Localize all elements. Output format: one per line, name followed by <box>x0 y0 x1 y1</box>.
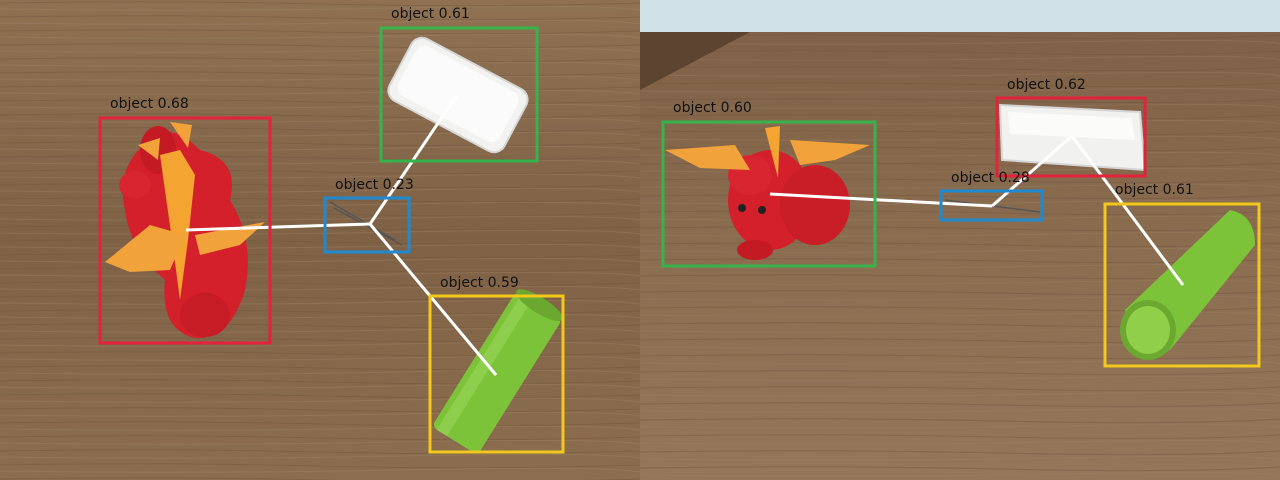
detection-label: object 0.28 <box>951 170 1030 186</box>
detection-label: object 0.60 <box>673 100 752 116</box>
detection-box: object 0.61 <box>379 6 539 163</box>
background-wall <box>640 0 1280 32</box>
detection-box: object 0.59 <box>428 275 565 454</box>
wire-object <box>329 201 403 246</box>
left-scene: object 0.68 object 0.61 object 0.23 obje… <box>0 0 640 480</box>
table-corner <box>640 32 750 90</box>
detection-label: object 0.68 <box>110 96 189 112</box>
relation-lines <box>769 134 1185 286</box>
left-scene-panel: object 0.68 object 0.61 object 0.23 obje… <box>0 0 640 480</box>
detection-box: object 0.28 <box>939 170 1044 222</box>
red-dragon-toy <box>105 122 265 339</box>
right-scene: object 0.60 object 0.62 object 0.28 obje… <box>640 0 1280 480</box>
detection-box: object 0.62 <box>995 77 1147 178</box>
green-cylinder <box>1120 210 1255 360</box>
foam-block <box>387 36 529 154</box>
detection-box: object 0.23 <box>323 177 414 254</box>
detection-label: object 0.23 <box>335 177 414 193</box>
detection-box: object 0.60 <box>661 100 877 268</box>
detection-box: object 0.61 <box>1103 182 1261 368</box>
right-scene-panel: object 0.60 object 0.62 object 0.28 obje… <box>640 0 1280 480</box>
red-dragon-toy <box>665 126 870 260</box>
detection-box: object 0.68 <box>98 96 272 345</box>
detection-label: object 0.61 <box>1115 182 1194 198</box>
detection-label: object 0.62 <box>1007 77 1086 93</box>
detection-label: object 0.59 <box>440 275 519 291</box>
detection-label: object 0.61 <box>391 6 470 22</box>
